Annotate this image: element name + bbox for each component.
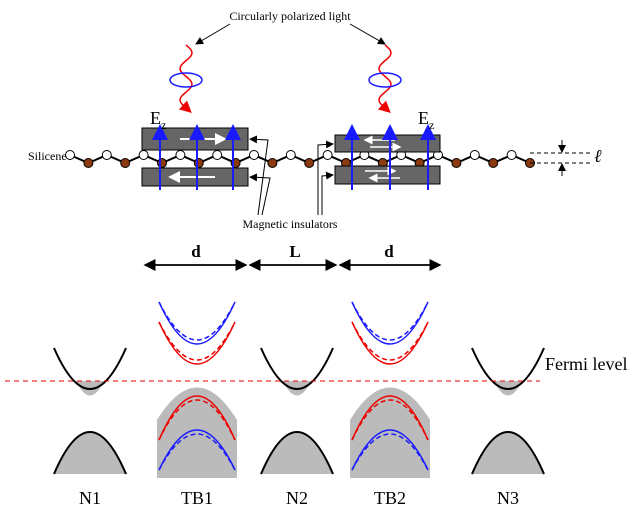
filled-states xyxy=(157,388,237,479)
light-label: Circularly polarized light xyxy=(229,9,351,23)
dimension-label: d xyxy=(384,242,394,261)
band xyxy=(352,302,428,344)
fermi-label: Fermi level xyxy=(545,354,627,374)
silicene-chain xyxy=(66,151,535,168)
band xyxy=(159,302,235,340)
polarization xyxy=(369,73,401,87)
atom xyxy=(489,159,498,168)
band xyxy=(159,322,235,364)
field-label: Ez xyxy=(418,108,434,132)
atom xyxy=(470,151,479,160)
region-label: TB1 xyxy=(181,488,213,508)
filled-states xyxy=(350,388,430,479)
atom xyxy=(66,151,75,160)
thickness-label: ℓ xyxy=(594,146,602,166)
atom xyxy=(323,151,332,160)
region-label: N1 xyxy=(79,488,101,508)
light-waves xyxy=(170,45,401,111)
atom xyxy=(452,159,461,168)
insulators-label: Magnetic insulators xyxy=(243,217,338,231)
band xyxy=(159,322,235,360)
atom xyxy=(268,159,277,168)
diagram: Circularly polarized light Ez Ez Silicen… xyxy=(0,0,633,516)
pointer xyxy=(350,24,385,44)
atom xyxy=(213,151,222,160)
atom xyxy=(305,159,314,168)
wave xyxy=(379,45,391,111)
band xyxy=(352,302,428,340)
dimension-label: d xyxy=(191,242,201,261)
region-label: N3 xyxy=(497,488,519,508)
atom xyxy=(158,159,167,168)
right-slab xyxy=(335,135,440,184)
wave xyxy=(180,45,192,111)
thickness-marker xyxy=(530,140,592,176)
region-label: TB2 xyxy=(374,488,406,508)
pointer xyxy=(196,24,230,44)
dimension-label: L xyxy=(289,242,300,261)
polarization xyxy=(170,73,202,87)
atom xyxy=(176,151,185,160)
atom xyxy=(286,151,295,160)
atom xyxy=(250,151,259,160)
band xyxy=(352,322,428,364)
band-diagrams xyxy=(54,302,544,478)
atom xyxy=(507,151,516,160)
atom xyxy=(139,151,148,160)
atom xyxy=(194,159,203,168)
atom xyxy=(121,159,130,168)
atom xyxy=(102,151,111,160)
region-label: N2 xyxy=(286,488,308,508)
atom xyxy=(84,159,93,168)
silicene-label: Silicene xyxy=(28,149,67,163)
band xyxy=(159,302,235,344)
band xyxy=(352,322,428,360)
